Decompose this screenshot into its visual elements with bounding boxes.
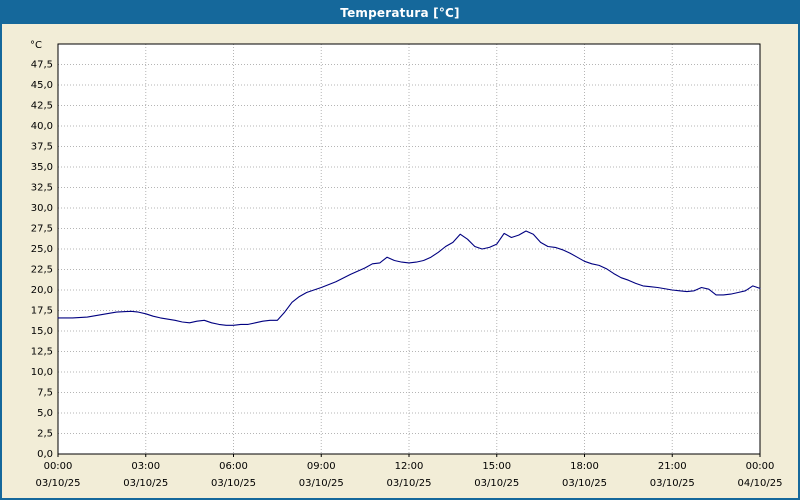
y-axis-unit: °C xyxy=(30,40,42,51)
y-tick-label: 42,5 xyxy=(31,101,53,112)
x-date-label: 03/10/25 xyxy=(562,478,607,489)
temperature-chart: 47,5 45,0 42,5 40,0 37,5 35,0 32,5 30,0 27,5 25,0… xyxy=(30,40,783,489)
y-tick-label: 32,5 xyxy=(31,183,53,194)
y-tick-label: 37,5 xyxy=(31,142,53,153)
x-tick-label: 06:00 xyxy=(219,461,248,472)
x-tick-label: 00:00 xyxy=(44,461,73,472)
x-tick-label: 18:00 xyxy=(570,461,599,472)
y-tick-label: 15,0 xyxy=(31,326,53,337)
x-tick-label: 00:00 xyxy=(746,461,775,472)
x-tick-label: 21:00 xyxy=(658,461,687,472)
temperature-line xyxy=(57,230,761,326)
title-bar: Temperatura [°C] xyxy=(2,2,798,24)
x-date-label: 03/10/25 xyxy=(211,478,256,489)
y-tick-label: 12,5 xyxy=(31,347,53,358)
x-date-label: 03/10/25 xyxy=(123,478,168,489)
x-tick-label: 03:00 xyxy=(131,461,160,472)
x-date-label: 03/10/25 xyxy=(650,478,695,489)
y-tick-label: 7,5 xyxy=(37,388,53,399)
x-tick-label: 09:00 xyxy=(307,461,336,472)
y-tick-label: 0,0 xyxy=(37,449,53,460)
y-tick-label: 27,5 xyxy=(31,224,53,235)
y-tick-label: 30,0 xyxy=(31,203,53,214)
y-tick-label: 10,0 xyxy=(31,367,53,378)
x-date-label: 03/10/25 xyxy=(474,478,519,489)
y-tick-label: 2,5 xyxy=(37,429,53,440)
x-date-label: 03/10/25 xyxy=(387,478,432,489)
x-date-label: 03/10/25 xyxy=(299,478,344,489)
x-date-label: 03/10/25 xyxy=(36,478,81,489)
plot-border xyxy=(57,43,761,455)
y-tick-label: 22,5 xyxy=(31,265,53,276)
y-tick-label: 25,0 xyxy=(31,244,53,255)
chart-container: 47,5 45,0 42,5 40,0 37,5 35,0 32,5 30,0 27,5 25,0… xyxy=(2,24,798,498)
y-tick-label: 45,0 xyxy=(31,80,53,91)
y-tick-label: 20,0 xyxy=(31,285,53,296)
y-tick-label: 40,0 xyxy=(31,121,53,132)
x-tick-label: 12:00 xyxy=(395,461,424,472)
x-date-label: 04/10/25 xyxy=(738,478,783,489)
y-tick-label: 35,0 xyxy=(31,162,53,173)
y-tick-label: 47,5 xyxy=(31,60,53,71)
y-tick-label: 17,5 xyxy=(31,306,53,317)
y-tick-label: 5,0 xyxy=(37,408,53,419)
x-tick-label: 15:00 xyxy=(482,461,511,472)
window-title: Temperatura [°C] xyxy=(340,6,460,20)
